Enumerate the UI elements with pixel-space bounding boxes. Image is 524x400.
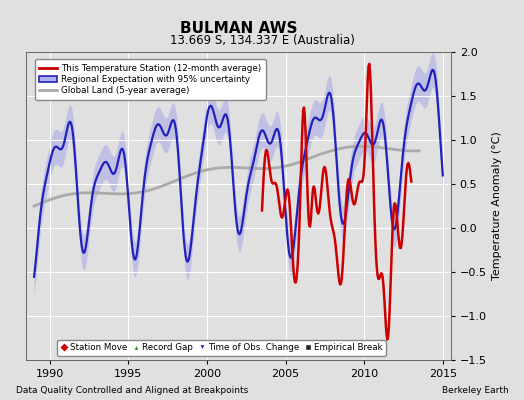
Legend: Station Move, Record Gap, Time of Obs. Change, Empirical Break: Station Move, Record Gap, Time of Obs. C… <box>57 340 386 356</box>
Text: Data Quality Controlled and Aligned at Breakpoints: Data Quality Controlled and Aligned at B… <box>16 386 248 395</box>
Text: 13.669 S, 134.337 E (Australia): 13.669 S, 134.337 E (Australia) <box>170 34 354 47</box>
Text: Berkeley Earth: Berkeley Earth <box>442 386 508 395</box>
Y-axis label: Temperature Anomaly (°C): Temperature Anomaly (°C) <box>492 132 502 280</box>
Title: BULMAN AWS: BULMAN AWS <box>180 20 297 36</box>
